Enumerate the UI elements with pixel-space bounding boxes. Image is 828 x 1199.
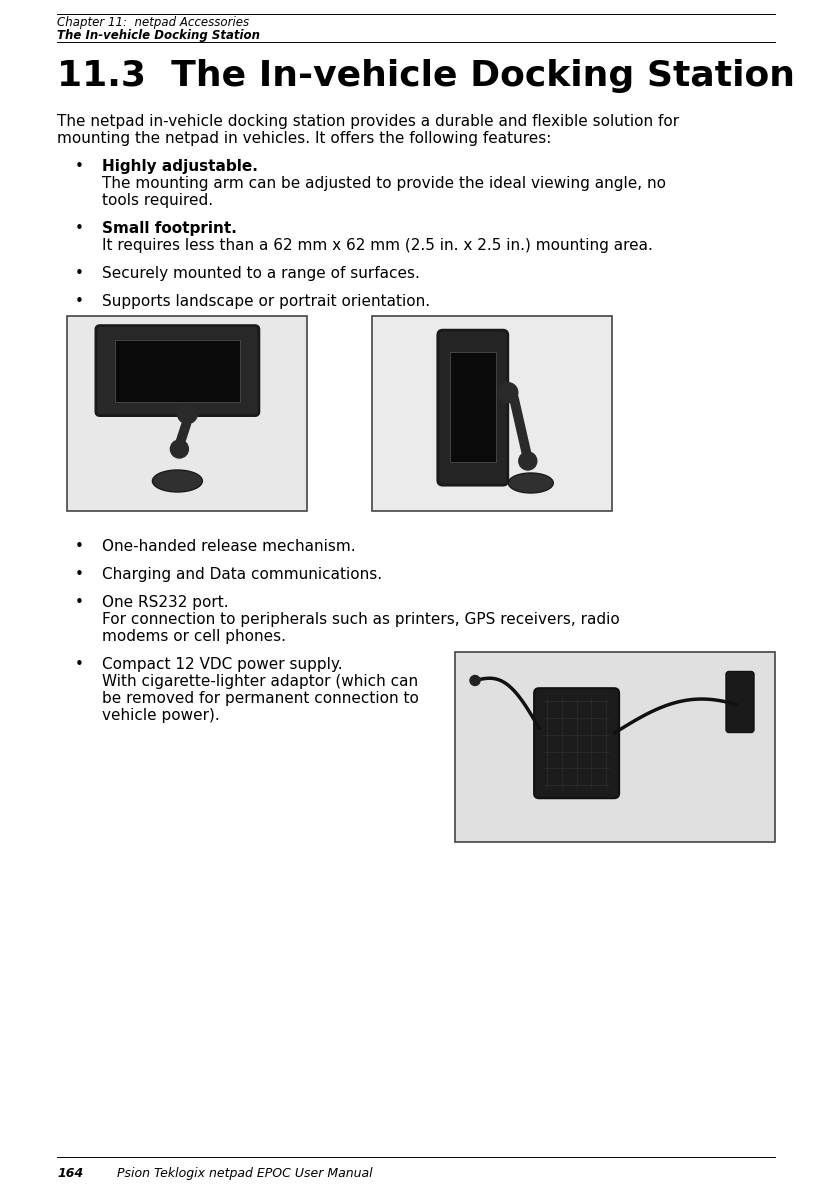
Text: •: •	[75, 657, 84, 671]
Text: One-handed release mechanism.: One-handed release mechanism.	[102, 540, 355, 554]
Circle shape	[469, 675, 479, 686]
Text: Securely mounted to a range of surfaces.: Securely mounted to a range of surfaces.	[102, 266, 419, 281]
Text: modems or cell phones.: modems or cell phones.	[102, 629, 286, 644]
Text: 164: 164	[57, 1167, 83, 1180]
Text: Compact 12 VDC power supply.: Compact 12 VDC power supply.	[102, 657, 342, 671]
Text: •: •	[75, 567, 84, 582]
Text: Charging and Data communications.: Charging and Data communications.	[102, 567, 382, 582]
Text: •: •	[75, 159, 84, 174]
Ellipse shape	[508, 472, 552, 493]
Circle shape	[171, 440, 188, 458]
Text: •: •	[75, 266, 84, 281]
Text: •: •	[75, 595, 84, 610]
Bar	[450, 353, 495, 462]
Text: •: •	[75, 221, 84, 236]
Text: Small footprint.: Small footprint.	[102, 221, 237, 236]
Circle shape	[497, 382, 518, 403]
Text: tools required.: tools required.	[102, 193, 213, 207]
Text: With cigarette-lighter adaptor (which can: With cigarette-lighter adaptor (which ca…	[102, 674, 417, 689]
FancyBboxPatch shape	[725, 671, 753, 733]
Bar	[455, 652, 774, 842]
Text: 11.3  The In-vehicle Docking Station: 11.3 The In-vehicle Docking Station	[57, 59, 794, 94]
FancyBboxPatch shape	[533, 688, 619, 799]
FancyBboxPatch shape	[437, 330, 508, 486]
Text: •: •	[75, 540, 84, 554]
Circle shape	[518, 452, 537, 470]
Text: Psion Teklogix netpad EPOC User Manual: Psion Teklogix netpad EPOC User Manual	[117, 1167, 372, 1180]
Text: The netpad in-vehicle docking station provides a durable and flexible solution f: The netpad in-vehicle docking station pr…	[57, 114, 678, 129]
Text: mounting the netpad in vehicles. It offers the following features:: mounting the netpad in vehicles. It offe…	[57, 131, 551, 146]
Text: Chapter 11:  netpad Accessories: Chapter 11: netpad Accessories	[57, 16, 249, 29]
Bar	[67, 317, 306, 511]
Text: The In-vehicle Docking Station: The In-vehicle Docking Station	[57, 29, 260, 42]
Bar	[372, 317, 611, 511]
Bar	[115, 339, 239, 402]
Text: It requires less than a 62 mm x 62 mm (2.5 in. x 2.5 in.) mounting area.: It requires less than a 62 mm x 62 mm (2…	[102, 237, 652, 253]
Circle shape	[177, 404, 197, 423]
Text: Supports landscape or portrait orientation.: Supports landscape or portrait orientati…	[102, 294, 430, 309]
Text: For connection to peripherals such as printers, GPS receivers, radio: For connection to peripherals such as pr…	[102, 611, 619, 627]
Text: •: •	[75, 294, 84, 309]
Ellipse shape	[152, 470, 202, 492]
FancyBboxPatch shape	[96, 326, 258, 416]
Text: One RS232 port.: One RS232 port.	[102, 595, 229, 610]
Text: The mounting arm can be adjusted to provide the ideal viewing angle, no: The mounting arm can be adjusted to prov…	[102, 176, 665, 191]
Text: Highly adjustable.: Highly adjustable.	[102, 159, 258, 174]
Text: be removed for permanent connection to: be removed for permanent connection to	[102, 691, 418, 706]
Text: vehicle power).: vehicle power).	[102, 707, 219, 723]
